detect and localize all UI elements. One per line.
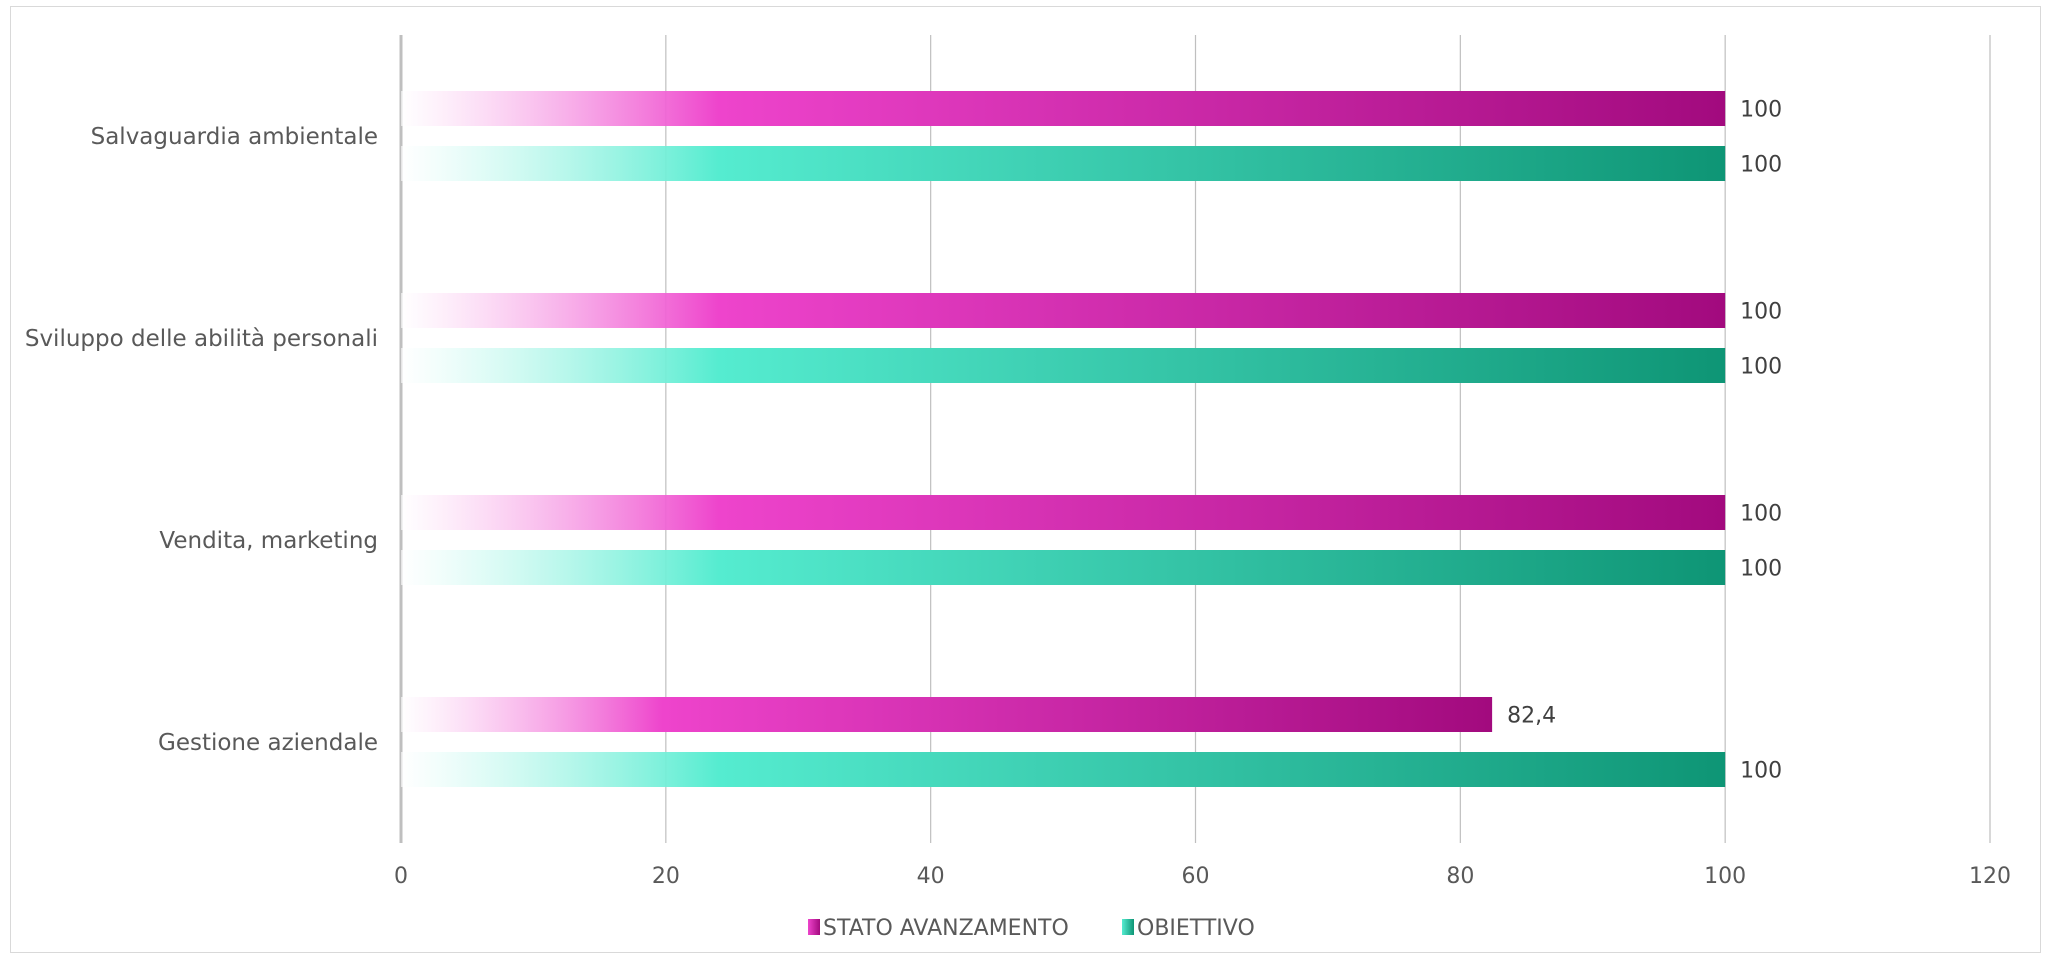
x-tick-label: 80	[1446, 864, 1474, 889]
legend: STATO AVANZAMENTO OBIETTIVO	[808, 916, 1255, 941]
category-label: Vendita, marketing	[159, 528, 378, 554]
data-label: 100	[1740, 759, 1782, 784]
legend-label: STATO AVANZAMENTO	[823, 916, 1069, 941]
data-label: 100	[1740, 502, 1782, 527]
category-label: Gestione aziendale	[158, 730, 378, 756]
x-tick-label: 120	[1969, 864, 2011, 889]
bar-obiettivo	[401, 752, 1726, 787]
bar-obiettivo	[401, 146, 1726, 181]
legend-label: OBIETTIVO	[1137, 916, 1255, 941]
legend-swatch	[1122, 919, 1134, 935]
x-tick-label: 100	[1704, 864, 1746, 889]
data-label: 100	[1740, 98, 1782, 123]
category-label: Salvaguardia ambientale	[91, 124, 378, 150]
bar-stato-avanzamento	[401, 91, 1726, 126]
bar-stato-avanzamento	[401, 293, 1726, 328]
x-tick-label: 60	[1182, 864, 1210, 889]
bar-stato-avanzamento	[401, 697, 1493, 732]
data-label: 100	[1740, 355, 1782, 380]
legend-swatch	[808, 919, 820, 935]
data-label: 100	[1740, 153, 1782, 178]
x-tick-label: 40	[917, 864, 945, 889]
category-axis: Salvaguardia ambientale Sviluppo delle ab…	[25, 124, 378, 756]
bar-obiettivo	[401, 550, 1726, 585]
x-tick-label: 20	[652, 864, 680, 889]
data-label: 100	[1740, 557, 1782, 582]
bar-stato-avanzamento	[401, 495, 1726, 530]
bars	[401, 91, 1726, 787]
data-label: 100	[1740, 300, 1782, 325]
bar-obiettivo	[401, 348, 1726, 383]
value-axis: 0 20 40 60 80 100 120	[394, 864, 2011, 889]
category-label: Sviluppo delle abilità personali	[25, 326, 378, 352]
data-label: 82,4	[1507, 704, 1556, 729]
data-labels: 100 100 100 100 100 100 82,4 100	[1507, 98, 1782, 784]
x-tick-label: 0	[394, 864, 408, 889]
